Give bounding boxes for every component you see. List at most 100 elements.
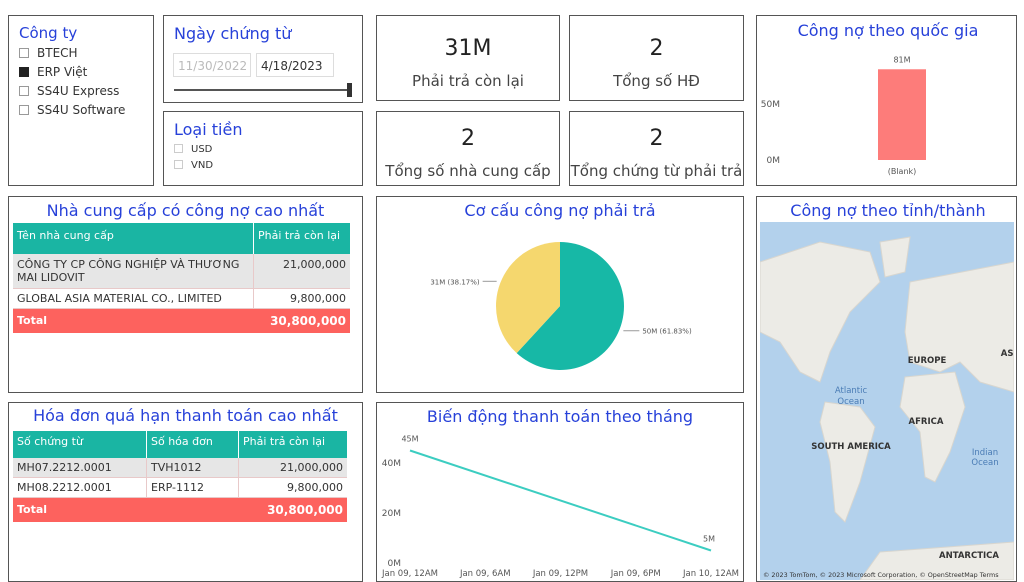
slider-handle[interactable]: [347, 83, 352, 97]
card-value: 2: [649, 36, 664, 61]
currency-slicer: Loại tiền USD VND: [163, 111, 363, 186]
y-tick-label: 40M: [382, 459, 401, 469]
table-cell: CÔNG TY CP CÔNG NGHIỆP VÀ THƯƠNG MAI LID…: [17, 258, 240, 284]
card-label: Phải trả còn lại: [412, 72, 524, 90]
card-value: 31M: [444, 36, 492, 61]
checkbox: [19, 67, 29, 77]
item-label: USD: [191, 144, 213, 155]
y-tick-label: 0M: [388, 559, 402, 569]
column-header[interactable]: Phải trả còn lại: [253, 223, 350, 254]
map-label: Indian: [972, 448, 998, 458]
slicer-item[interactable]: VND: [174, 160, 213, 176]
land: [760, 236, 1014, 580]
table: Số chứng từ Số hóa đơn Phải trả còn lại MH0…: [13, 431, 347, 522]
column-header[interactable]: Số chứng từ: [17, 435, 83, 448]
total-cell: 30,800,000: [267, 503, 343, 517]
data-label: 81M: [893, 55, 910, 64]
slicer-item[interactable]: ERP Việt: [19, 65, 125, 84]
map-label: Ocean: [837, 397, 864, 407]
checkbox: [19, 86, 29, 96]
bar: [878, 69, 926, 160]
data-label: 5M: [703, 535, 715, 544]
slicer-item[interactable]: SS4U Software: [19, 103, 125, 122]
x-tick-label: Jan 09, 6PM: [610, 569, 661, 579]
slicer-item[interactable]: SS4U Express: [19, 84, 125, 103]
x-tick-label: Jan 09, 12AM: [381, 569, 438, 579]
card-label: Tổng chứng từ phải trả: [570, 162, 743, 180]
kpi-card: 2 Tổng số nhà cung cấp: [376, 111, 560, 186]
table-row: CÔNG TY CP CÔNG NGHIỆP VÀ THƯƠNG MAI LID…: [13, 254, 350, 289]
card-value: 2: [649, 126, 664, 151]
data-label: 50M (61.83%): [642, 328, 692, 336]
slicer-title: Công ty: [19, 24, 78, 42]
item-label: SS4U Software: [37, 103, 126, 117]
x-tick-label: (Blank): [888, 167, 917, 176]
table-cell: GLOBAL ASIA MATERIAL CO., LIMITED: [17, 292, 222, 305]
item-label: BTECH: [37, 46, 78, 60]
checkbox: [19, 105, 29, 115]
slicer-item[interactable]: USD: [174, 144, 213, 160]
total-row: Total 30,800,000: [13, 309, 350, 333]
total-cell: Total: [17, 503, 48, 516]
map-label: ASIA: [1001, 349, 1024, 359]
table-title: Hóa đơn quá hạn thanh toán cao nhất: [33, 406, 338, 425]
map-label: SOUTH AMERICA: [811, 442, 891, 452]
map-label: Ocean: [971, 458, 998, 468]
pie-slice: [496, 242, 560, 354]
column-header[interactable]: Tên nhà cung cấp: [17, 229, 114, 242]
table-cell: 21,000,000: [238, 458, 347, 477]
chart-title: Biến động thanh toán theo tháng: [427, 407, 693, 426]
kpi-card: 2 Tổng chứng từ phải trả: [569, 111, 744, 186]
map-label: Atlantic: [835, 386, 868, 396]
header-row: Tên nhà cung cấp Phải trả còn lại: [13, 223, 350, 254]
checkbox: [174, 144, 183, 153]
table-row: MH07.2212.0001 TVH1012 21,000,000: [13, 458, 347, 478]
item-label: VND: [191, 160, 214, 171]
table-cell: TVH1012: [146, 458, 238, 477]
table-cell: MH08.2212.0001: [17, 481, 112, 494]
total-cell: 30,800,000: [270, 314, 346, 328]
x-tick-label: Jan 09, 6AM: [459, 569, 511, 579]
table-row: MH08.2212.0001 ERP-1112 9,800,000: [13, 478, 347, 498]
checkbox: [19, 48, 29, 58]
data-label: 45M: [401, 435, 418, 444]
table-row: GLOBAL ASIA MATERIAL CO., LIMITED 9,800,0…: [13, 289, 350, 309]
total-cell: Total: [17, 314, 48, 327]
table-cell: ERP-1112: [146, 478, 238, 497]
table-cell: 21,000,000: [253, 254, 350, 288]
card-value: 2: [461, 126, 475, 151]
y-tick-label: 0M: [767, 156, 781, 166]
column-header[interactable]: Phải trả còn lại: [238, 431, 347, 458]
pie-slice: [516, 242, 624, 371]
item-label: SS4U Express: [37, 84, 120, 98]
slicer-item[interactable]: BTECH: [19, 46, 125, 65]
item-label: ERP Việt: [37, 65, 88, 79]
chart-title: Cơ cấu công nợ phải trả: [464, 201, 655, 220]
column-header[interactable]: Số hóa đơn: [146, 431, 238, 458]
total-row: Total 30,800,000: [13, 498, 347, 522]
end-date[interactable]: 4/18/2023: [256, 53, 334, 77]
table-title: Nhà cung cấp có công nợ cao nhất: [46, 201, 325, 220]
table: Tên nhà cung cấp Phải trả còn lại CÔNG TY …: [13, 223, 350, 333]
start-date[interactable]: 11/30/2022: [173, 53, 251, 77]
x-tick-label: Jan 09, 12PM: [532, 569, 588, 579]
chart-title: Công nợ theo quốc gia: [798, 21, 979, 40]
map-title: Công nợ theo tỉnh/thành: [790, 201, 985, 220]
checkbox: [174, 160, 183, 169]
map-label: EUROPE: [908, 356, 947, 366]
map-attribution: © 2023 TomTom, © 2023 Microsoft Corporat…: [763, 571, 999, 579]
y-tick-label: 50M: [761, 100, 780, 110]
slider-track: [174, 89, 350, 91]
slicer-title: Loại tiền: [174, 120, 243, 139]
slicer-title: Ngày chứng từ: [174, 24, 292, 43]
x-tick-label: Jan 10, 12AM: [682, 569, 739, 579]
kpi-card: 31M Phải trả còn lại: [376, 15, 560, 101]
map[interactable]: [760, 222, 1014, 580]
table-cell: 9,800,000: [253, 289, 350, 308]
y-tick-label: 20M: [382, 509, 401, 519]
data-label: 31M (38.17%): [430, 278, 480, 286]
card-label: Tổng số HĐ: [613, 72, 700, 90]
